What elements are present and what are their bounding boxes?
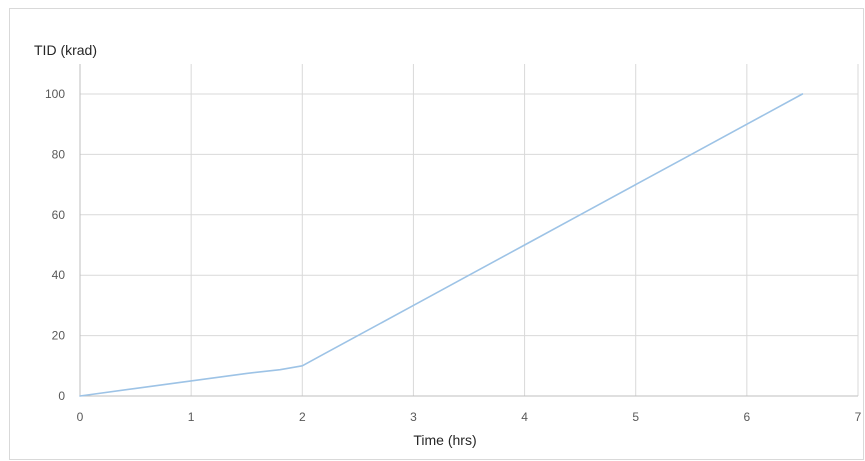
x-tick-label: 2 — [299, 410, 306, 424]
series-layer — [79, 93, 804, 397]
y-tick-label: 60 — [52, 208, 66, 222]
axis-layer — [79, 64, 858, 397]
x-tick-label: 7 — [855, 410, 862, 424]
x-axis-title: Time (hrs) — [413, 432, 476, 448]
x-tick-label: 4 — [521, 410, 528, 424]
series-line — [79, 93, 804, 397]
x-tick-label: 6 — [744, 410, 751, 424]
y-tick-label: 100 — [45, 87, 65, 101]
grid-layer — [80, 64, 859, 396]
x-tick-label: 1 — [188, 410, 195, 424]
x-tick-label: 5 — [632, 410, 639, 424]
y-tick-label: 20 — [52, 329, 66, 343]
y-tick-label: 80 — [52, 147, 66, 161]
x-tick-label: 3 — [410, 410, 417, 424]
y-tick-label: 40 — [52, 268, 66, 282]
tick-labels: 0 1 2 3 4 5 6 7 0 20 40 60 80 100 — [45, 87, 862, 424]
y-tick-label: 0 — [58, 389, 65, 403]
y-axis-title: TID (krad) — [34, 42, 97, 58]
x-tick-label: 0 — [77, 410, 84, 424]
chart-frame — [9, 8, 864, 460]
